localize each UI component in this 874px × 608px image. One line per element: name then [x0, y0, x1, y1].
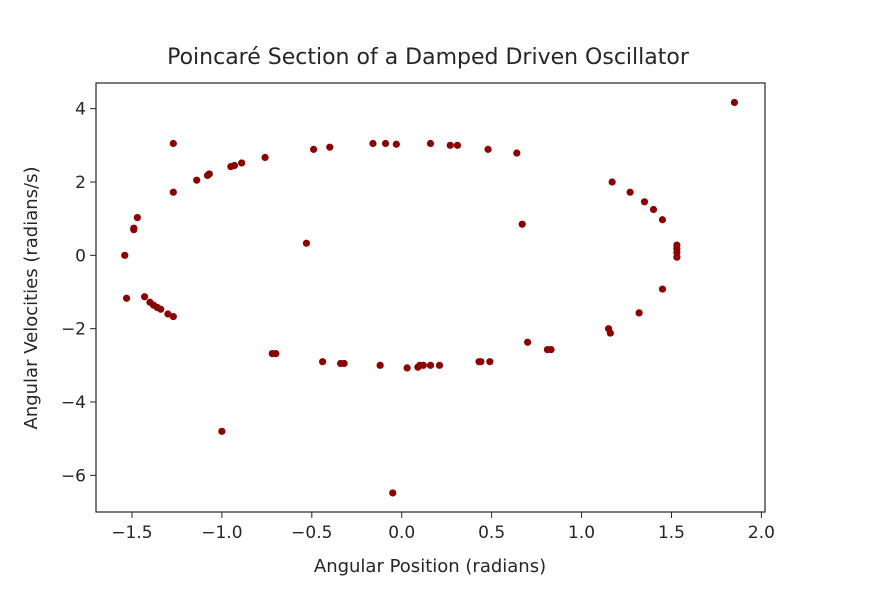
data-point — [426, 361, 435, 369]
data-point — [157, 305, 165, 313]
data-point — [381, 139, 390, 148]
data-point — [484, 145, 492, 153]
data-point — [606, 329, 614, 337]
data-point — [340, 359, 348, 368]
x-tick-label: 1.0 — [568, 523, 595, 543]
plot-area — [95, 82, 766, 513]
data-point — [203, 171, 212, 179]
data-point — [403, 364, 411, 372]
data-point — [730, 98, 739, 107]
data-point — [486, 358, 494, 366]
data-point — [169, 139, 177, 148]
data-point — [446, 141, 454, 149]
y-axis-ticks: 4 2 0 −2 −4 −6 — [61, 100, 96, 486]
data-point — [169, 188, 177, 196]
data-point — [453, 141, 462, 149]
data-point — [477, 358, 485, 366]
data-point — [310, 145, 318, 153]
data-point — [261, 153, 269, 162]
data-point — [227, 163, 235, 171]
x-tick-label: 2.0 — [748, 523, 775, 543]
data-point — [649, 205, 658, 214]
data-point — [318, 358, 327, 366]
data-point — [140, 293, 149, 301]
chart-title: Poincaré Section of a Damped Driven Osci… — [167, 45, 690, 70]
data-point — [392, 140, 400, 148]
data-point — [658, 216, 667, 224]
data-point — [122, 294, 131, 302]
data-point — [673, 253, 681, 261]
data-point — [133, 213, 141, 222]
x-tick-label: 1.5 — [658, 523, 685, 543]
data-point — [164, 310, 172, 318]
data-point — [369, 139, 377, 148]
x-tick-label: 0.5 — [478, 523, 505, 543]
data-point — [414, 363, 422, 371]
data-point — [635, 309, 643, 317]
data-point — [130, 226, 138, 234]
data-point — [121, 251, 129, 259]
x-tick-label: −1.0 — [201, 523, 242, 543]
data-point — [376, 361, 384, 369]
data-point — [513, 149, 521, 157]
data-point — [238, 159, 246, 167]
y-tick-label: −4 — [61, 393, 86, 413]
data-point — [626, 188, 634, 196]
x-tick-label: −0.5 — [291, 523, 332, 543]
data-point — [435, 361, 444, 369]
data-point — [658, 285, 667, 293]
y-tick-label: 4 — [75, 100, 86, 120]
data-point — [302, 239, 311, 247]
data-point — [389, 489, 397, 497]
y-tick-label: −2 — [61, 320, 86, 340]
data-point — [169, 312, 177, 321]
x-tick-label: 0.0 — [388, 523, 415, 543]
y-tick-label: −6 — [61, 466, 86, 486]
x-axis-label: Angular Position (radians) — [314, 556, 546, 577]
data-point — [524, 338, 532, 346]
data-point — [272, 350, 280, 358]
data-point — [193, 176, 201, 184]
data-point — [426, 139, 435, 148]
y-axis-label: Angular Velocities (radians/s) — [21, 166, 42, 429]
data-point — [326, 143, 334, 151]
data-point — [547, 345, 555, 354]
data-point — [640, 198, 649, 206]
x-axis-ticks: −1.5 −1.0 −0.5 0.0 0.5 1.0 1.5 2.0 — [111, 512, 775, 543]
scatter-points — [121, 98, 739, 497]
data-point — [518, 220, 526, 228]
x-tick-label: −1.5 — [111, 523, 152, 543]
y-tick-label: 0 — [75, 246, 86, 266]
data-point — [218, 427, 226, 435]
data-point — [608, 178, 616, 186]
y-tick-label: 2 — [75, 173, 86, 193]
